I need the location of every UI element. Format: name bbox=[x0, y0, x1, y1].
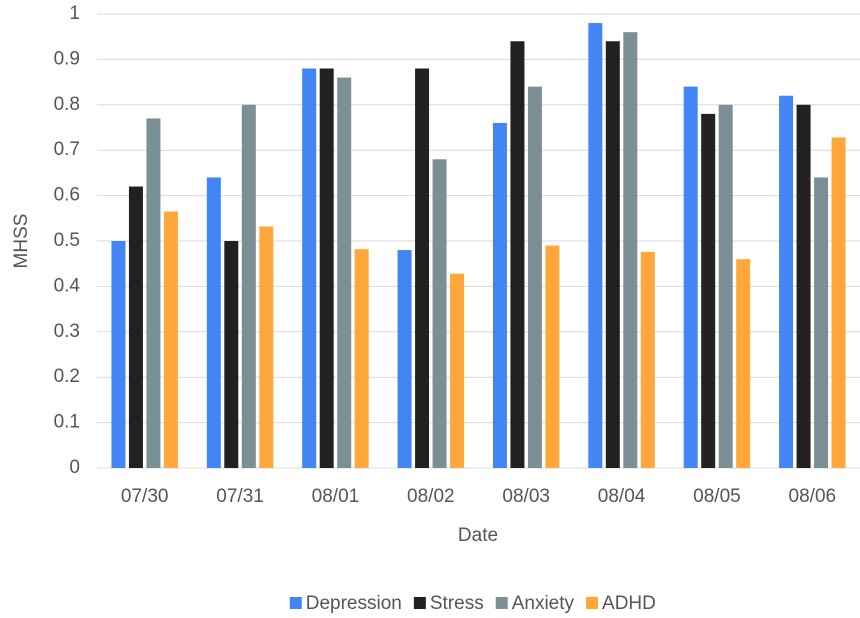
bar bbox=[397, 250, 412, 468]
bar bbox=[450, 273, 465, 468]
bar bbox=[319, 68, 334, 468]
bar bbox=[736, 259, 751, 468]
bar bbox=[206, 177, 221, 468]
bar bbox=[224, 241, 239, 468]
bar bbox=[337, 77, 352, 468]
y-tick-label: 0 bbox=[69, 457, 80, 478]
y-tick-label: 0.3 bbox=[54, 321, 80, 342]
legend-label: Stress bbox=[430, 593, 484, 614]
y-tick-label: 1 bbox=[69, 3, 80, 24]
bar bbox=[605, 41, 620, 469]
y-tick-label: 0.2 bbox=[54, 366, 80, 387]
y-tick-label: 0.5 bbox=[54, 230, 80, 251]
y-tick-label: 0.8 bbox=[54, 94, 80, 115]
bar bbox=[701, 113, 716, 468]
legend-swatch bbox=[495, 597, 508, 609]
bar bbox=[588, 23, 603, 469]
bar bbox=[432, 159, 447, 468]
x-tick-label: 08/06 bbox=[789, 486, 837, 507]
y-axis-title: MHSS bbox=[11, 214, 32, 269]
legend-label: Depression bbox=[306, 593, 402, 614]
bar bbox=[492, 122, 507, 469]
legend-label: Anxiety bbox=[512, 593, 575, 614]
bar bbox=[354, 249, 369, 468]
bar bbox=[623, 32, 638, 468]
bar bbox=[146, 118, 161, 469]
bar bbox=[415, 68, 430, 468]
bar bbox=[259, 226, 274, 468]
bar bbox=[718, 104, 733, 469]
bar bbox=[241, 104, 256, 469]
bar bbox=[831, 137, 846, 468]
bar bbox=[111, 241, 126, 468]
bar bbox=[640, 251, 655, 468]
x-tick-label: 08/02 bbox=[407, 486, 455, 507]
bar bbox=[779, 95, 794, 468]
y-tick-label: 0.4 bbox=[54, 275, 81, 296]
bar bbox=[796, 104, 811, 469]
legend-label: ADHD bbox=[602, 593, 656, 614]
bar bbox=[545, 245, 560, 468]
bar bbox=[814, 177, 829, 468]
legend-swatch bbox=[289, 597, 302, 609]
y-tick-label: 0.1 bbox=[54, 412, 80, 433]
bar bbox=[527, 86, 542, 468]
x-tick-label: 08/05 bbox=[693, 486, 741, 507]
y-tick-label: 0.7 bbox=[54, 139, 80, 160]
bar bbox=[302, 68, 317, 468]
x-tick-label: 07/31 bbox=[216, 486, 264, 507]
x-tick-label: 08/03 bbox=[502, 486, 550, 507]
bar bbox=[163, 211, 178, 469]
x-tick-label: 07/30 bbox=[121, 486, 169, 507]
x-tick-label: 08/01 bbox=[312, 486, 360, 507]
y-tick-label: 0.6 bbox=[54, 185, 80, 206]
bar bbox=[683, 86, 698, 468]
legend-swatch bbox=[586, 597, 599, 609]
x-tick-label: 08/04 bbox=[598, 486, 646, 507]
bar bbox=[510, 41, 525, 469]
y-tick-label: 0.9 bbox=[54, 48, 80, 69]
legend-swatch bbox=[413, 597, 426, 609]
bar bbox=[128, 186, 143, 468]
x-axis-title: Date bbox=[458, 525, 498, 546]
